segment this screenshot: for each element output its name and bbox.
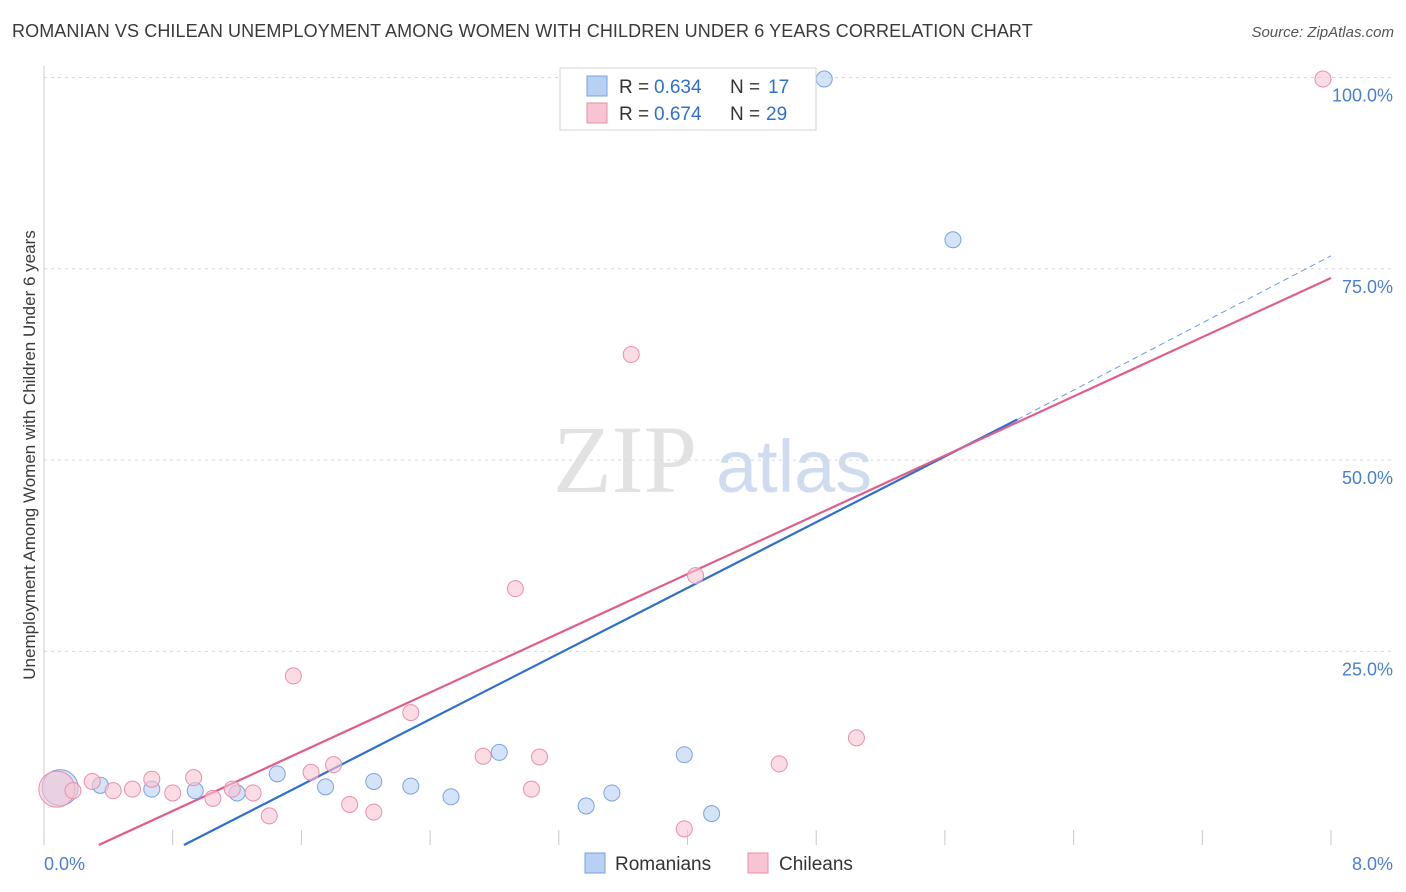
watermark-atlas: atlas [716, 425, 872, 508]
chileans-point-11 [260, 807, 278, 825]
romanians-point-15 [815, 70, 833, 88]
series-legend: Romanians Chileans [584, 852, 853, 875]
chileans-point-19 [506, 580, 524, 598]
romanians-point-7 [365, 772, 383, 790]
y-tick-label-0: 25.0% [1342, 659, 1393, 679]
y-tick-label-3: 100.0% [1332, 85, 1393, 105]
chileans-point-24 [687, 567, 705, 585]
gridlines [44, 76, 1391, 652]
chileans-point-12 [284, 667, 302, 685]
romanians-point-11 [577, 797, 595, 815]
chileans-point-23 [675, 820, 693, 838]
watermark-zip: ZIP [553, 406, 697, 513]
chileans-trend-line [98, 276, 1332, 846]
romanians-swatch [586, 75, 608, 97]
r-label-2: R = [619, 104, 649, 125]
stats-legend: R = 0.634 N = 17 R = 0.674 N = 29 [559, 67, 817, 131]
chileans-point-17 [402, 704, 420, 722]
chileans-point-8 [204, 789, 222, 807]
romanians-point-13 [675, 746, 693, 764]
romanians-point-14 [703, 805, 721, 823]
n-label: N = [730, 77, 760, 98]
chileans-point-21 [530, 748, 548, 766]
trend-lines [98, 255, 1332, 846]
chileans-point-1 [64, 782, 82, 800]
chileans-point-3 [104, 782, 122, 800]
chileans-point-15 [341, 795, 359, 813]
chileans-point-14 [325, 756, 343, 774]
chileans-point-16 [365, 803, 383, 821]
chileans-point-26 [770, 755, 788, 773]
tick-labels: 25.0% 50.0% 75.0% 100.0% 0.0% 8.0% [44, 85, 1393, 874]
y-tick-label-2: 75.0% [1342, 277, 1393, 297]
chart-title: ROMANIAN VS CHILEAN UNEMPLOYMENT AMONG W… [12, 21, 1033, 41]
romanians-trend-extension [1017, 255, 1332, 420]
romanians-point-8 [402, 777, 420, 795]
chileans-point-4 [123, 780, 141, 798]
romanians-r-value: 0.634 [654, 77, 702, 98]
chileans-point-28 [1314, 70, 1332, 88]
chileans-r-value: 0.674 [654, 104, 702, 125]
chileans-point-2 [83, 772, 101, 790]
legend-romanians-label: Romanians [615, 854, 711, 875]
legend-chileans-swatch [747, 852, 769, 874]
romanians-trend-line [183, 418, 1018, 846]
chileans-point-7 [185, 769, 203, 787]
y-axis-label: Unemployment Among Women with Children U… [20, 230, 39, 679]
romanians-point-6 [317, 778, 335, 796]
chileans-point-27 [847, 729, 865, 747]
chileans-point-13 [302, 763, 320, 781]
romanians-point-9 [442, 788, 460, 806]
chileans-n-value: 29 [766, 104, 787, 125]
legend-chileans-label: Chileans [779, 854, 853, 875]
romanians-point-16 [944, 231, 962, 249]
chileans-point-10 [244, 784, 262, 802]
chileans-point-22 [622, 345, 640, 363]
chileans-point-5 [143, 770, 161, 788]
chileans-point-20 [522, 780, 540, 798]
chileans-point-18 [474, 747, 492, 765]
romanians-point-12 [603, 784, 621, 802]
x-tick-label-1: 8.0% [1352, 854, 1393, 874]
chileans-point-9 [223, 780, 241, 798]
x-tick-label-0: 0.0% [44, 854, 85, 874]
chileans-swatch [586, 102, 608, 124]
legend-romanians-swatch [584, 852, 606, 874]
n-label-2: N = [730, 104, 760, 125]
source-label: Source: ZipAtlas.com [1251, 24, 1394, 41]
y-tick-label-1: 50.0% [1342, 468, 1393, 488]
romanians-n-value: 17 [768, 77, 789, 98]
data-points [38, 70, 1332, 838]
r-label: R = [619, 77, 649, 98]
chileans-point-6 [164, 784, 182, 802]
romanians-point-10 [490, 743, 508, 761]
romanians-point-5 [268, 765, 286, 783]
